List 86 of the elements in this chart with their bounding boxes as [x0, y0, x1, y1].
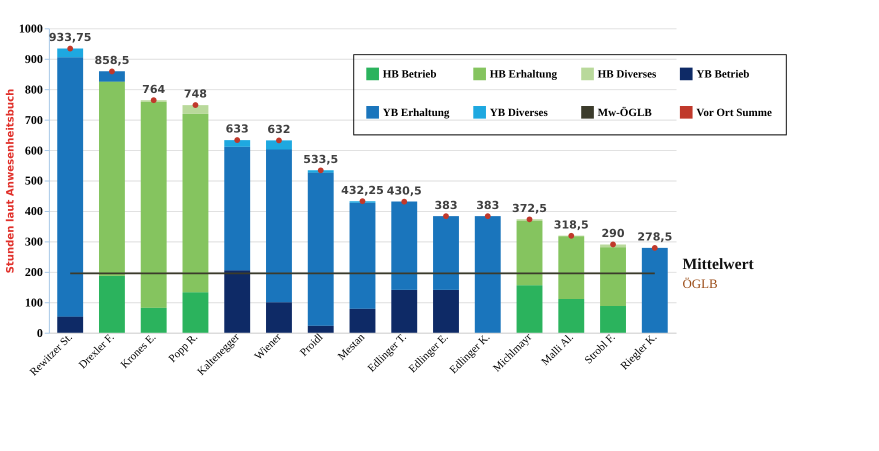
bar — [350, 202, 376, 309]
point — [652, 245, 658, 251]
data-label: 764 — [142, 82, 166, 96]
y-tick-label: 0 — [36, 326, 43, 340]
bar — [182, 292, 208, 333]
bar — [224, 140, 250, 147]
y-tick-label: 200 — [24, 265, 43, 280]
bar — [516, 221, 542, 286]
y-tick-label: 600 — [24, 143, 43, 158]
data-label: 858,5 — [94, 54, 130, 68]
bar — [98, 82, 125, 276]
point — [318, 167, 324, 174]
y-tick-label: 100 — [24, 295, 43, 310]
y-tick-label: 900 — [24, 52, 43, 66]
legend-label: Vor Ort Summe — [696, 106, 772, 119]
bar — [600, 248, 626, 306]
point — [526, 216, 532, 222]
point — [109, 68, 115, 74]
bar — [308, 172, 334, 326]
bar — [266, 150, 292, 302]
data-label: 933,75 — [48, 31, 92, 44]
point — [150, 97, 157, 104]
bar — [57, 316, 84, 333]
y-tick-label: 800 — [24, 82, 43, 96]
data-label: 290 — [602, 227, 625, 240]
data-label: 748 — [184, 88, 207, 101]
data-label: 318,5 — [554, 218, 589, 232]
legend-label: YB Betrieb — [696, 68, 750, 81]
point — [610, 242, 616, 248]
bar — [98, 276, 125, 333]
y-tick-label: 1000 — [18, 22, 43, 36]
bar — [140, 308, 167, 333]
x-tick-label: Popp R. — [166, 331, 200, 365]
y-tick-label: 300 — [24, 234, 43, 249]
point — [401, 198, 408, 205]
point — [276, 137, 282, 144]
bar — [98, 71, 125, 82]
bar — [391, 202, 418, 290]
bar — [140, 102, 167, 308]
bar — [57, 57, 84, 317]
bar — [266, 140, 292, 150]
point — [360, 198, 366, 204]
data-label: 633 — [226, 122, 249, 136]
bar — [224, 270, 250, 333]
bar — [182, 105, 208, 114]
bar — [182, 114, 208, 292]
bar — [433, 290, 459, 333]
bar — [558, 236, 584, 299]
data-label: 632 — [267, 122, 290, 136]
point — [568, 232, 574, 239]
data-label: 372,5 — [512, 202, 547, 215]
bar — [266, 302, 292, 333]
data-label: 432,25 — [341, 184, 384, 197]
point — [234, 137, 240, 143]
text: Mittelwert — [682, 256, 755, 273]
data-label: 533,5 — [303, 152, 338, 166]
data-label: 430,5 — [386, 184, 422, 198]
point — [67, 46, 74, 52]
y-tick-label: 500 — [24, 174, 43, 188]
bar — [57, 48, 84, 58]
legend-label: HB Diverses — [598, 68, 657, 81]
bar — [642, 248, 668, 333]
bar — [308, 326, 334, 333]
bar — [600, 306, 626, 333]
legend-label: HB Erhaltung — [490, 68, 558, 81]
point — [484, 213, 491, 220]
bar — [350, 308, 376, 333]
legend-label: YB Diverses — [490, 106, 548, 119]
bar — [516, 285, 542, 333]
bar — [224, 146, 250, 270]
point — [443, 213, 449, 220]
y-tick-label: 700 — [24, 112, 43, 127]
legend-label: Mw-ÖGLB — [598, 106, 652, 119]
legend-label: YB Erhaltung — [382, 106, 450, 119]
data-label: 383 — [434, 198, 458, 212]
data-label: 383 — [476, 198, 500, 212]
data-label: 278,5 — [637, 230, 672, 244]
bar — [391, 290, 418, 333]
point — [192, 102, 198, 108]
bar — [474, 216, 501, 333]
legend-label: HB Betrieb — [382, 68, 436, 81]
bar — [558, 298, 584, 333]
y-axis-title: Stunden laut Anwesenheitsbuch — [5, 88, 16, 274]
text: ÖGLB — [682, 276, 718, 292]
bar — [433, 216, 459, 290]
y-tick-label: 400 — [24, 204, 43, 218]
